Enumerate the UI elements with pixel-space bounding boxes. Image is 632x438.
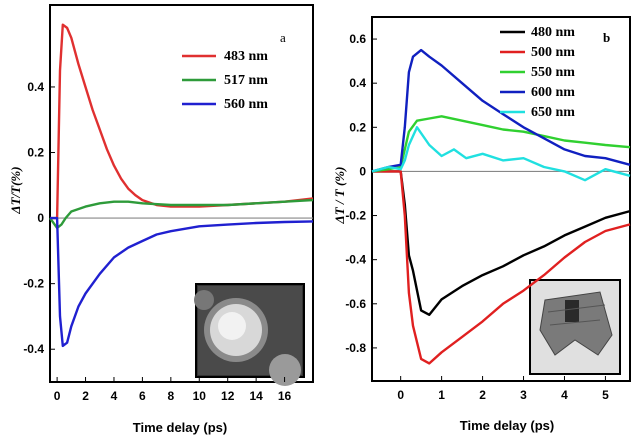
panel-a-y-tick-label: 0.4 xyxy=(27,80,44,94)
panel-b-x-tick-label: 4 xyxy=(561,388,568,402)
panel-b-x-tick-label: 5 xyxy=(602,388,609,402)
panel-b-y-tick-label: 0.4 xyxy=(349,76,366,90)
panel-b-series-line xyxy=(372,170,631,365)
panel-a-series-line xyxy=(50,216,314,348)
panel-b-inset-image xyxy=(529,279,621,375)
panel-b-y-tick-label: -0.8 xyxy=(345,341,366,355)
legend-label: 550 nm xyxy=(531,65,575,80)
panel-a-legend: 483 nm 517 nm 560 nm xyxy=(224,49,268,112)
panel-b-x-tick-label: 1 xyxy=(438,388,445,402)
legend-label: 600 nm xyxy=(531,85,575,100)
panel-a-x-tick-label: 2 xyxy=(82,389,89,403)
panel-b-xlabel: Time delay (ps) xyxy=(460,418,554,433)
panel-b-series-line xyxy=(371,126,631,182)
panel-a-series-line xyxy=(50,23,314,220)
panel-a-inset-image xyxy=(194,283,305,386)
legend-label: 650 nm xyxy=(531,105,575,120)
panel-b-x-tick-label: 3 xyxy=(520,388,527,402)
panel-a-x-tick-label: 14 xyxy=(249,389,263,403)
panel-a-xlabel: Time delay (ps) xyxy=(133,420,227,435)
panel-a-ylabel: ΔT/T(%) xyxy=(8,166,23,214)
panel-a-x-tick-label: 0 xyxy=(54,389,61,403)
panel-b-series-line xyxy=(371,115,631,173)
panel-b-x-tick-label: 0 xyxy=(397,388,404,402)
panel-b-frame xyxy=(371,16,631,382)
panel-a-x-tick-label: 6 xyxy=(139,389,146,403)
panel-b-y-tick-label: 0.2 xyxy=(349,120,366,134)
panel-b-series-line xyxy=(371,48,631,173)
panel-a-series-line xyxy=(49,198,314,230)
panel-b-x-tick-label: 2 xyxy=(479,388,486,402)
panel-a-x-tick-label: 8 xyxy=(167,389,174,403)
panel-a-frame xyxy=(49,4,314,383)
panel-a-y-tick-label: -0.2 xyxy=(23,277,44,291)
panel-a-label: a xyxy=(280,30,286,45)
panel-a-x-tick-label: 16 xyxy=(278,389,292,403)
panel-b-label: b xyxy=(603,30,610,45)
panel-a-x-tick-label: 4 xyxy=(111,389,118,403)
legend-label: 517 nm xyxy=(224,73,268,88)
panel-b-y-tick-label: -0.2 xyxy=(345,209,366,223)
legend-label: 500 nm xyxy=(531,45,575,60)
panel-a-y-tick-label: 0.2 xyxy=(27,146,44,160)
panel-b-y-tick-label: 0.6 xyxy=(349,32,366,46)
panel-b-y-tick-label: -0.4 xyxy=(345,253,366,267)
panel-a-y-tick-label: -0.4 xyxy=(23,342,44,356)
panel-b-ylabel: ΔT / T (%) xyxy=(332,167,347,225)
panel-a-y-tick-label: 0 xyxy=(37,211,44,225)
panel-a-x-tick-label: 10 xyxy=(193,389,207,403)
legend-label: 560 nm xyxy=(224,97,268,112)
panel-b-y-tick-label: 0 xyxy=(359,164,366,178)
panel-b-y-tick-label: -0.6 xyxy=(345,297,366,311)
panel-b-legend: 480 nm 500 nm 550 nm 600 nm 650 nm xyxy=(531,25,575,120)
legend-label: 480 nm xyxy=(531,25,575,40)
legend-label: 483 nm xyxy=(224,49,268,64)
panel-a-x-tick-label: 12 xyxy=(221,389,235,403)
